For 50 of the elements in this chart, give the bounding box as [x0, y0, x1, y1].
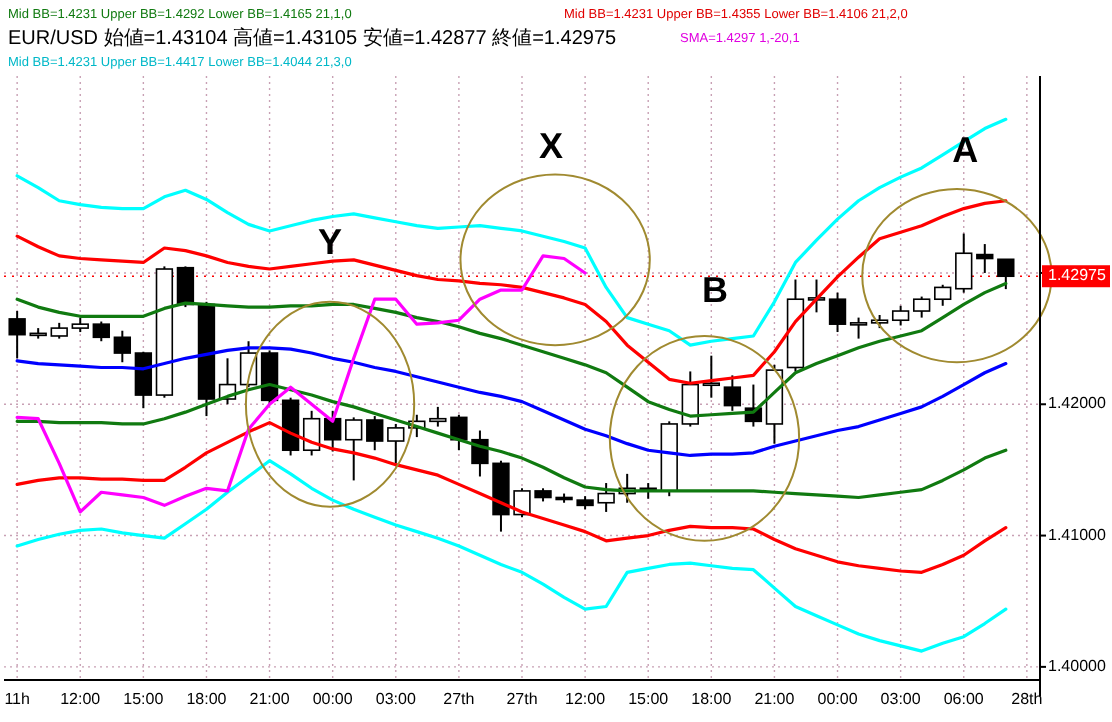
candlestick — [997, 258, 1015, 291]
line-series — [15, 117, 1008, 347]
x-tick-label: 12:00 — [60, 690, 102, 708]
ref-line-label: 1.42975 — [1048, 266, 1107, 285]
x-tick-label: 00:00 — [312, 690, 354, 708]
candlestick — [387, 422, 405, 465]
candlestick — [828, 291, 847, 334]
x-tick-label: 11h — [4, 690, 30, 708]
candlestick — [912, 295, 931, 319]
y-tick-label: 1.42000 — [1048, 394, 1107, 413]
x-tick-label: 18:00 — [691, 690, 733, 708]
candlestick — [723, 374, 742, 412]
x-tick-label: 27th — [506, 690, 538, 708]
y-tick-label: 1.40000 — [1048, 657, 1107, 676]
line-series — [15, 459, 1008, 653]
candlestick — [92, 320, 110, 343]
candlestick — [134, 350, 153, 410]
x-tick-label: 18:00 — [186, 690, 228, 708]
x-tick-label: 00:00 — [817, 690, 859, 708]
x-tick-label: 15:00 — [123, 690, 165, 708]
candlestick — [976, 243, 994, 274]
candlestick — [934, 283, 952, 307]
candlestick — [323, 409, 342, 453]
text: EUR/USD 始値=1.43104 高値=1.43105 安値=1.42877 終値=1.42975 — [8, 26, 618, 50]
candlestick — [849, 316, 868, 340]
annotation: Y — [318, 221, 343, 262]
annotation: X — [538, 125, 563, 166]
x-tick-label: 06:00 — [943, 690, 985, 708]
candlestick — [702, 354, 721, 399]
candlestick — [955, 232, 973, 294]
candlestick — [345, 416, 363, 482]
x-tick-label: 12:00 — [565, 690, 607, 708]
line-series — [15, 382, 1008, 500]
annotation: B — [702, 270, 728, 311]
x-tick-label: 27th — [443, 690, 475, 708]
annotation: A — [952, 129, 979, 170]
candlestick — [891, 304, 910, 327]
candlestick — [366, 415, 384, 452]
line-series — [15, 346, 1008, 458]
x-tick-label: 21:00 — [754, 690, 796, 708]
candlestick — [113, 329, 132, 364]
x-tick-label: 28th — [1011, 690, 1043, 708]
y-tick-label: 1.41000 — [1048, 525, 1107, 544]
x-tick-label: 21:00 — [249, 690, 291, 708]
candlestick — [176, 265, 195, 309]
x-tick-label: 15:00 — [628, 690, 670, 708]
x-tick-label: 03:00 — [880, 690, 922, 708]
candlestick — [260, 349, 279, 406]
line-series — [15, 254, 587, 514]
x-tick-label: 03:00 — [375, 690, 417, 708]
